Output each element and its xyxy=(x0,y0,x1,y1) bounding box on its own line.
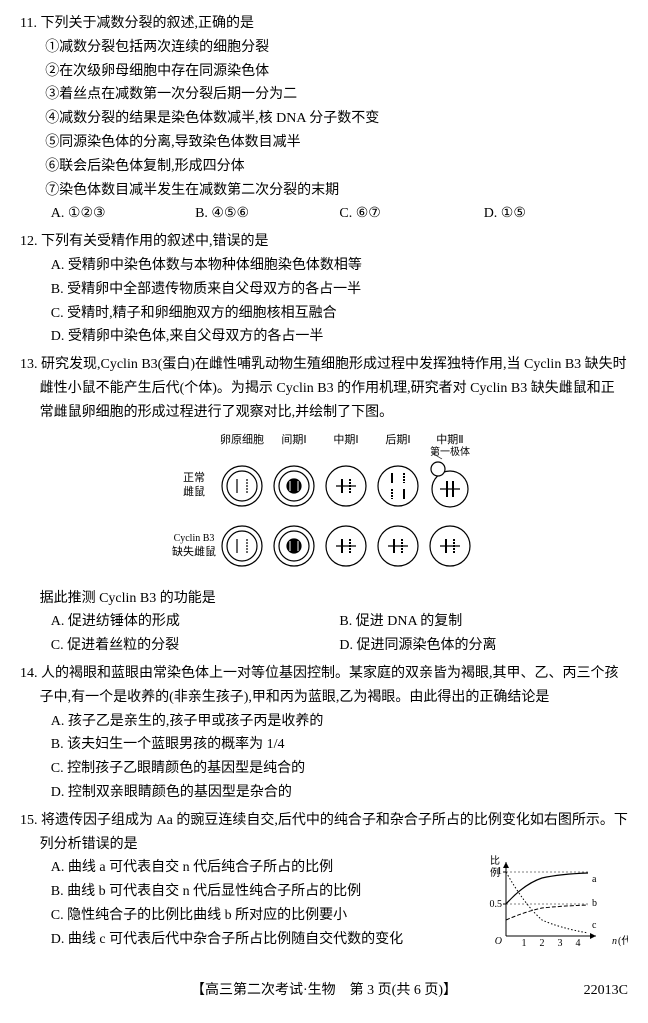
question-12: 12. 下列有关受精作用的叙述中,错误的是 A. 受精卵中染色体数与本物种体细胞… xyxy=(20,230,628,349)
q15-num: 15. xyxy=(20,813,38,828)
q12-opt-b: B. 受精卵中全部遗传物质来自父母双方的各占一半 xyxy=(20,278,628,302)
q11-opt-c: C. ⑥⑦ xyxy=(339,202,483,226)
q13-text: 研究发现,Cyclin B3(蛋白)在雌性哺乳动物生殖细胞形成过程中发挥独特作用… xyxy=(40,357,627,420)
series-c: c xyxy=(592,920,597,931)
q12-opt-a: A. 受精卵中染色体数与本物种体细胞染色体数相等 xyxy=(20,254,628,278)
q13-diagram: 卵原细胞 间期Ⅰ 中期Ⅰ 后期Ⅰ 中期Ⅱ 第一极体 正常 雌鼠 Cyclin B… xyxy=(20,431,628,581)
q12-opt-c: C. 受精时,精子和卵细胞双方的细胞核相互融合 xyxy=(20,302,628,326)
q11-opt-d: D. ①⑤ xyxy=(484,202,628,226)
q11-sub-1: ①减数分裂包括两次连续的细胞分裂 xyxy=(20,36,628,60)
ytick-05: 0.5 xyxy=(490,899,503,910)
col-label-1: 卵原细胞 xyxy=(220,433,264,446)
q12-num: 12. xyxy=(20,234,38,249)
q11-sub-4: ④减数分裂的结果是染色体数减半,核 DNA 分子数不变 xyxy=(20,107,628,131)
q11-sub-3: ③着丝点在减数第一次分裂后期一分为二 xyxy=(20,83,628,107)
q14-num: 14. xyxy=(20,666,38,681)
cell-diagram-svg: 卵原细胞 间期Ⅰ 中期Ⅰ 后期Ⅰ 中期Ⅱ 第一极体 正常 雌鼠 Cyclin B… xyxy=(154,431,494,581)
q11-sub-5: ⑤同源染色体的分离,导致染色体数目减半 xyxy=(20,131,628,155)
q13-opt-c: C. 促进着丝粒的分裂 xyxy=(51,634,340,658)
row-label-1b: 雌鼠 xyxy=(183,484,205,498)
row-label-2a: Cyclin B3 xyxy=(174,533,215,544)
xtick-3: 3 xyxy=(558,938,563,949)
xtick-2: 2 xyxy=(540,938,545,949)
question-13: 13. 研究发现,Cyclin B3(蛋白)在雌性哺乳动物生殖细胞形成过程中发挥… xyxy=(20,353,628,658)
q14-opt-b: B. 该夫妇生一个蓝眼男孩的概率为 1/4 xyxy=(20,733,628,757)
footer-code: 22013C xyxy=(584,979,628,1003)
series-a: a xyxy=(592,874,597,885)
q12-opt-d: D. 受精卵中染色体,来自父母双方的各占一半 xyxy=(20,325,628,349)
q15-text: 将遗传因子组成为 Aa 的豌豆连续自交,后代中的纯合子和杂合子所占的比例变化如右… xyxy=(40,813,628,852)
q13-opt-a: A. 促进纺锤体的形成 xyxy=(51,610,340,634)
xtick-4: 4 xyxy=(576,938,581,949)
q11-options: A. ①②③ B. ④⑤⑥ C. ⑥⑦ D. ①⑤ xyxy=(20,202,628,226)
origin-label: O xyxy=(495,936,502,947)
q12-stem: 12. 下列有关受精作用的叙述中,错误的是 xyxy=(20,230,628,254)
xlabel: n xyxy=(612,936,617,947)
question-11: 11. 下列关于减数分裂的叙述,正确的是 ①减数分裂包括两次连续的细胞分裂 ②在… xyxy=(20,12,628,226)
q15-stem: 15. 将遗传因子组成为 Aa 的豌豆连续自交,后代中的纯合子和杂合子所占的比例… xyxy=(20,809,628,857)
xtick-1: 1 xyxy=(522,938,527,949)
q13-num: 13. xyxy=(20,357,38,372)
q14-opt-d: D. 控制双亲眼睛颜色的基因型是杂合的 xyxy=(20,781,628,805)
q14-stem: 14. 人的褐眼和蓝眼由常染色体上一对等位基因控制。某家庭的双亲皆为褐眼,其甲、… xyxy=(20,662,628,710)
q11-sub-2: ②在次级卵母细胞中存在同源染色体 xyxy=(20,60,628,84)
q13-stem: 13. 研究发现,Cyclin B3(蛋白)在雌性哺乳动物生殖细胞形成过程中发挥… xyxy=(20,353,628,424)
q14-opt-c: C. 控制孩子乙眼睛颜色的基因型是纯合的 xyxy=(20,757,628,781)
page-footer: 【高三第二次考试·生物 第 3 页(共 6 页)】 22013C xyxy=(20,979,628,1003)
question-14: 14. 人的褐眼和蓝眼由常染色体上一对等位基因控制。某家庭的双亲皆为褐眼,其甲、… xyxy=(20,662,628,805)
q11-text: 下列关于减数分裂的叙述,正确的是 xyxy=(40,16,254,31)
q11-stem: 11. 下列关于减数分裂的叙述,正确的是 xyxy=(20,12,628,36)
q11-sub-7: ⑦染色体数目减半发生在减数第二次分裂的末期 xyxy=(20,179,628,203)
q13-opt-b: B. 促进 DNA 的复制 xyxy=(339,610,628,634)
q12-text: 下列有关受精作用的叙述中,错误的是 xyxy=(41,234,269,249)
footer-text: 【高三第二次考试·生物 第 3 页(共 6 页)】 xyxy=(191,983,457,998)
q11-opt-b: B. ④⑤⑥ xyxy=(195,202,339,226)
series-b: b xyxy=(592,898,597,909)
col-label-5: 中期Ⅱ xyxy=(436,433,463,446)
row-label-1a: 正常 xyxy=(183,471,205,484)
polar-label: 第一极体 xyxy=(430,445,470,458)
q11-opt-a: A. ①②③ xyxy=(51,202,195,226)
question-15: 15. 将遗传因子组成为 Aa 的豌豆连续自交,后代中的纯合子和杂合子所占的比例… xyxy=(20,809,628,961)
col-label-3: 中期Ⅰ xyxy=(333,433,358,446)
q14-text: 人的褐眼和蓝眼由常染色体上一对等位基因控制。某家庭的双亲皆为褐眼,其甲、乙、丙三… xyxy=(40,666,619,705)
q15-chart: 比 例 1 0.5 O 1 2 3 4 n (代数) a xyxy=(478,852,628,961)
q13-conclusion: 据此推测 Cyclin B3 的功能是 xyxy=(20,587,628,611)
q11-sub-6: ⑥联会后染色体复制,形成四分体 xyxy=(20,155,628,179)
ytick-1: 1 xyxy=(497,866,502,877)
xlabel2: (代数) xyxy=(618,934,628,947)
q13-opts-row1: A. 促进纺锤体的形成 B. 促进 DNA 的复制 xyxy=(20,610,628,634)
row-label-2b: 缺失雌鼠 xyxy=(172,544,216,558)
col-label-2: 间期Ⅰ xyxy=(281,433,306,446)
q11-num: 11. xyxy=(20,16,37,31)
q13-opts-row2: C. 促进着丝粒的分裂 D. 促进同源染色体的分离 xyxy=(20,634,628,658)
col-label-4: 后期Ⅰ xyxy=(385,433,410,446)
q15-chart-svg: 比 例 1 0.5 O 1 2 3 4 n (代数) a xyxy=(478,852,628,952)
q14-opt-a: A. 孩子乙是亲生的,孩子甲或孩子丙是收养的 xyxy=(20,710,628,734)
q13-opt-d: D. 促进同源染色体的分离 xyxy=(339,634,628,658)
